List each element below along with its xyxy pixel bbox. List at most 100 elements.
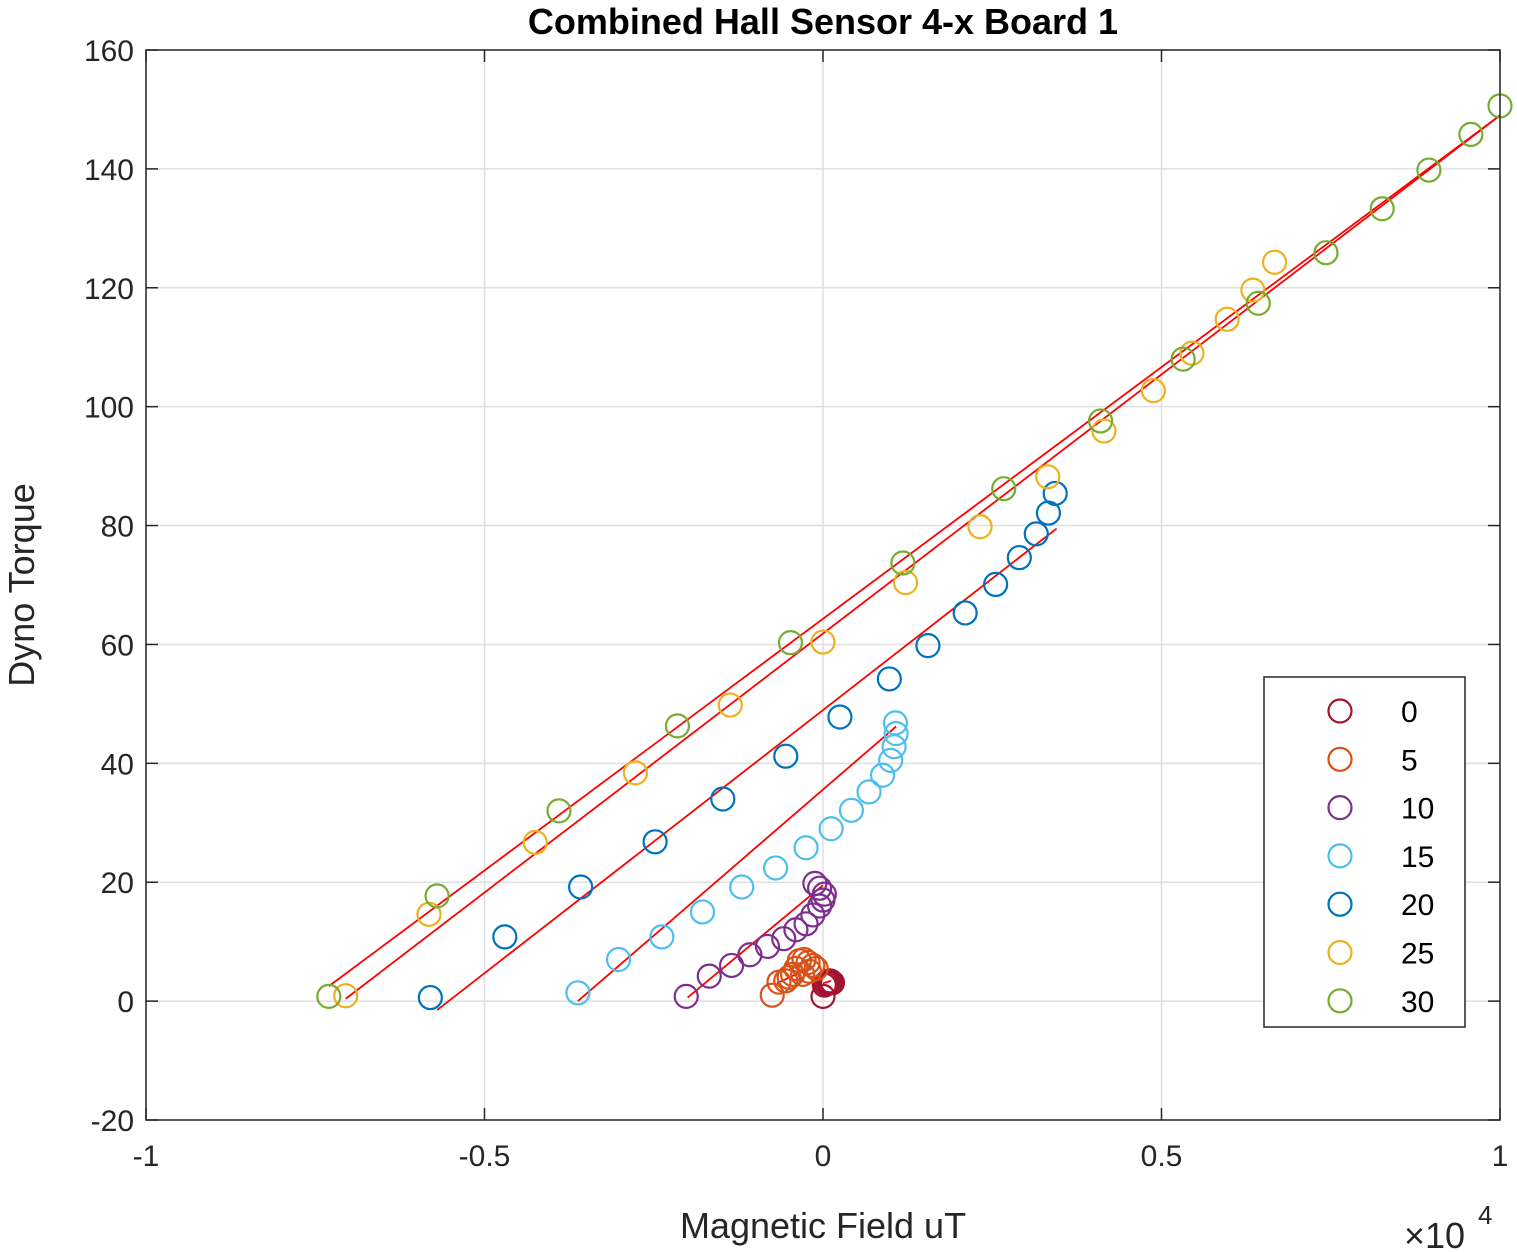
data-point [622,760,649,786]
data-point [717,692,743,718]
data-point [1245,290,1271,316]
data-point [719,952,745,979]
y-axis-label: Dyno Torque [1,483,42,686]
y-tick-label: 120 [84,273,134,306]
legend-entry-label: 15 [1401,841,1434,874]
data-point [689,899,716,925]
data-point [876,666,902,692]
data-point [878,747,904,773]
data-point [1140,378,1166,404]
data-point [417,984,443,1011]
data-point [696,963,722,989]
legend-marker [1327,698,1353,724]
data-point [1035,464,1061,490]
series-0 [810,968,846,1009]
data-point [729,874,755,900]
data-point [827,704,853,730]
data-point [793,835,819,861]
series-25 [333,249,1288,1009]
series-10 [673,870,837,1009]
data-point [818,816,844,842]
series-15 [565,710,909,1006]
data-point [810,629,836,655]
x-tick-label: -0.5 [459,1140,511,1173]
data-point [1416,157,1442,183]
legend-box [1263,676,1466,1028]
legend-entry-label: 25 [1401,938,1434,971]
data-point [777,630,804,656]
data-point [1006,545,1032,571]
data-point [807,875,833,901]
data-point [565,980,591,1006]
data-point [1214,306,1240,332]
data-point [795,949,821,976]
fit-line [822,980,832,985]
data-point [568,874,594,900]
data-point [763,855,789,881]
data-point [773,743,799,769]
legend-entry-label: 5 [1401,744,1418,777]
legend-entry-label: 30 [1401,986,1434,1019]
data-point [818,968,844,995]
data-point [890,550,916,576]
data-point [983,571,1009,598]
data-point [1369,196,1395,222]
data-point [915,633,941,659]
y-tick-label: 40 [101,748,134,781]
data-point [991,476,1017,502]
legend-marker [1327,988,1353,1014]
legend-marker [1327,843,1353,869]
series-5 [759,946,829,1008]
x-tick-label: 0.5 [1141,1140,1183,1173]
data-point [1458,121,1484,148]
x-exponent-power: 4 [1478,1200,1492,1230]
data-point [882,710,909,736]
data-point [642,829,668,855]
data-point [838,797,865,823]
data-point [492,924,518,950]
data-point [819,970,846,996]
y-tick-label: 160 [84,35,134,68]
data-point [793,911,819,937]
fit-line [577,725,897,1002]
data-point [856,779,882,805]
x-axis-label: Magnetic Field uT [680,1205,966,1246]
legend-marker [1327,891,1353,917]
data-point [673,983,699,1009]
data-point [810,983,836,1009]
legend-entry-label: 10 [1401,793,1434,826]
data-point [1313,240,1339,266]
data-point [605,946,632,973]
legend-marker [1327,939,1353,966]
y-tick-label: 100 [84,392,134,425]
data-point [790,961,816,987]
data-point [710,786,736,812]
data-point [754,933,781,960]
data-point [802,870,828,897]
y-tick-label: 140 [84,154,134,187]
series-20 [417,480,1068,1011]
data-point [649,924,675,950]
legend-marker [1327,746,1353,772]
data-point [1087,408,1114,434]
legend: 0 5 10 15 20 25 30 [1263,676,1466,1028]
y-tick-label: -20 [91,1105,134,1138]
chart-title: Combined Hall Sensor 4-x Board 1 [528,1,1118,42]
data-point [546,798,572,824]
data-point [892,570,919,596]
data-point [1240,277,1266,303]
data-point [1261,249,1288,275]
legend-entry-label: 0 [1401,696,1418,729]
x-axis-exponent: ×10 4 [1404,1200,1492,1253]
data-point [416,901,442,927]
data-point [424,883,450,909]
y-tick-label: 80 [101,511,134,544]
x-tick-label: 1 [1492,1140,1509,1173]
data-point [333,983,359,1009]
data-point [1091,418,1117,444]
data-point [737,942,763,968]
x-tick-label: -1 [133,1140,160,1173]
data-point [967,514,993,540]
